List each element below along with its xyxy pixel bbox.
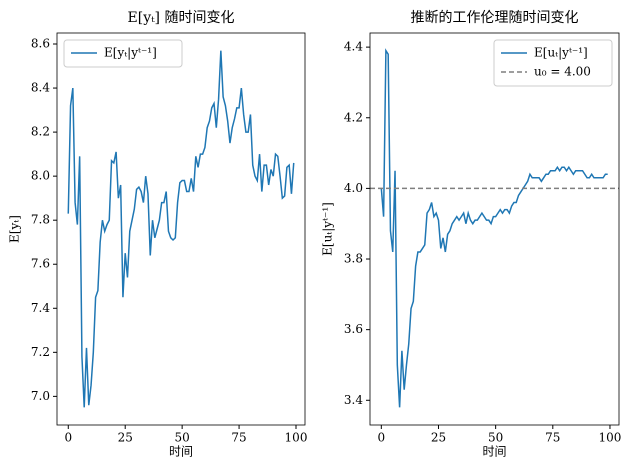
x-axis-label: 时间	[169, 445, 193, 459]
x-tick-label: 75	[231, 431, 246, 445]
legend-label: E[yₜ|yᵗ⁻¹]	[104, 46, 157, 60]
x-tick-label: 75	[545, 431, 560, 445]
y-tick-label: 7.0	[31, 389, 50, 403]
x-tick-label: 50	[174, 431, 189, 445]
legend-label: E[uₜ|yᵗ⁻¹]	[534, 46, 588, 60]
x-tick-label: 0	[64, 431, 72, 445]
y-tick-label: 7.8	[31, 213, 50, 227]
line-series	[380, 48, 608, 408]
x-axis-label: 时间	[482, 445, 506, 459]
x-tick-label: 50	[488, 431, 503, 445]
chart-title: E[yₜ] 随时间变化	[128, 10, 235, 26]
legend-box	[493, 39, 613, 87]
line-series	[67, 50, 295, 408]
y-tick-label: 8.4	[31, 81, 50, 95]
y-tick-label: 7.2	[31, 345, 50, 359]
y-tick-label: 3.6	[344, 322, 363, 336]
y-tick-label: 3.4	[344, 393, 363, 407]
x-tick-label: 25	[118, 431, 133, 445]
axes-frame	[56, 32, 306, 426]
legend-box	[63, 39, 183, 68]
y-tick-label: 8.6	[31, 37, 50, 51]
y-tick-label: 8.2	[31, 125, 50, 139]
y-axis-label: E[uₜ|yᵗ⁻¹]	[321, 202, 335, 256]
x-tick-label: 100	[599, 431, 622, 445]
y-tick-label: 4.2	[344, 110, 363, 124]
y-tick-label: 7.6	[31, 257, 50, 271]
y-tick-label: 3.8	[344, 252, 363, 266]
chart-title: 推断的工作伦理随时间变化	[411, 10, 579, 26]
x-tick-label: 25	[431, 431, 446, 445]
axes-frame	[369, 32, 620, 426]
x-tick-label: 100	[285, 431, 308, 445]
y-tick-label: 4.4	[344, 40, 363, 54]
y-tick-label: 8.0	[31, 169, 50, 183]
legend-label: u₀ = 4.00	[534, 65, 591, 79]
y-tick-label: 4.0	[344, 181, 363, 195]
x-tick-label: 0	[377, 431, 385, 445]
y-axis-label: E[yₜ]	[8, 215, 22, 243]
y-tick-label: 7.4	[31, 301, 50, 315]
